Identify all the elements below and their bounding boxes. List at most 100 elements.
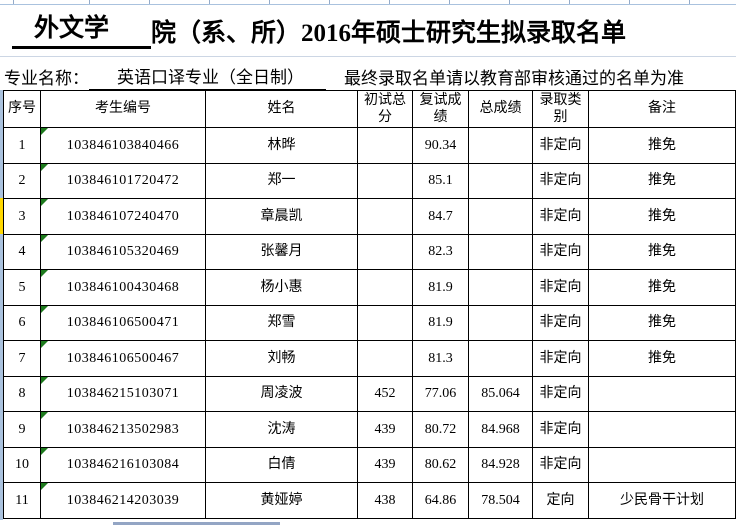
header-initial-score: 初试总分 (357, 90, 413, 128)
document-title: 外文学 院（系、所）2016年硕士研究生拟录取名单 (0, 6, 736, 57)
cell-initial-score (357, 127, 413, 164)
cell-total-score (468, 269, 533, 306)
cell-note: 推免 (588, 233, 736, 270)
cell-retest-score: 90.34 (412, 127, 469, 164)
cell-candidate-no: 103846106500471 (40, 304, 206, 341)
error-indicator-icon (41, 483, 48, 490)
cell-initial-score (357, 233, 413, 270)
cell-seq: 3 (3, 198, 41, 235)
cell-admission-category: 定向 (532, 482, 589, 519)
cell-candidate-no: 103846213502983 (40, 411, 206, 448)
cell-name: 刘畅 (205, 340, 358, 377)
cell-admission-category: 非定向 (532, 198, 589, 235)
table-row: 7 103846106500467 刘畅 81.3 非定向 推免 (3, 340, 736, 377)
cell-name: 郑一 (205, 162, 358, 199)
cell-note: 少民骨干计划 (588, 482, 736, 519)
cell-total-score: 78.504 (468, 482, 533, 519)
table-row: 1 103846103840466 林晔 90.34 非定向 推免 (3, 127, 736, 164)
table-row: 5 103846100430468 杨小惠 81.9 非定向 推免 (3, 269, 736, 306)
header-row: 序号 考生编号 姓名 初试总分 复试成绩 总成绩 录取类别 备注 (3, 90, 736, 128)
cell-note: 推免 (588, 162, 736, 199)
cell-total-score: 85.064 (468, 375, 533, 412)
table-row: 10 103846216103084 白倩 439 80.62 84.928 非… (3, 446, 736, 483)
cell-note: 推免 (588, 127, 736, 164)
sheet-gridline-strip (0, 0, 736, 5)
cell-initial-score: 439 (357, 411, 413, 448)
error-indicator-icon (41, 234, 48, 242)
cell-candidate-no: 103846103840466 (40, 127, 206, 164)
cell-admission-category: 非定向 (532, 411, 589, 448)
cell-total-score (468, 304, 533, 341)
table-row: 11 103846214203039 黄娅婷 438 64.86 78.504 … (3, 482, 736, 519)
error-indicator-icon (41, 199, 48, 206)
cell-initial-score (357, 340, 413, 377)
table-row: 4 103846105320469 张馨月 82.3 非定向 推免 (3, 233, 736, 270)
cell-name: 郑雪 (205, 304, 358, 341)
cell-admission-category: 非定向 (532, 269, 589, 306)
cell-candidate-no: 103846216103084 (40, 446, 206, 483)
table-row: 3 103846107240470 章晨凯 84.7 非定向 推免 (3, 198, 736, 235)
table-row: 9 103846213502983 沈涛 439 80.72 84.968 非定… (3, 411, 736, 448)
cell-seq: 7 (3, 340, 41, 377)
cell-retest-score: 80.72 (412, 411, 469, 448)
cell-note (588, 446, 736, 483)
cell-candidate-no: 103846101720472 (40, 162, 206, 199)
error-indicator-icon (41, 341, 48, 348)
cell-name: 沈涛 (205, 411, 358, 448)
error-indicator-icon (41, 128, 48, 135)
cell-candidate-no: 103846215103071 (40, 375, 206, 412)
header-name: 姓名 (205, 90, 358, 128)
cell-name: 张馨月 (205, 233, 358, 270)
cell-note: 推免 (588, 304, 736, 341)
cell-admission-category: 非定向 (532, 304, 589, 341)
cell-name: 黄娅婷 (205, 482, 358, 519)
cell-initial-score (357, 304, 413, 341)
cell-admission-category: 非定向 (532, 233, 589, 270)
adjacent-column-sliver (0, 90, 3, 520)
header-total-score: 总成绩 (468, 90, 533, 128)
cell-retest-score: 64.86 (412, 482, 469, 519)
cell-retest-score: 81.9 (412, 269, 469, 306)
header-retest-score: 复试成绩 (412, 90, 469, 128)
cell-note: 推免 (588, 269, 736, 306)
cell-initial-score (357, 162, 413, 199)
header-note: 备注 (588, 90, 736, 128)
cell-retest-score: 77.06 (412, 375, 469, 412)
cell-total-score: 84.928 (468, 446, 533, 483)
cell-seq: 8 (3, 375, 41, 412)
cell-name: 杨小惠 (205, 269, 358, 306)
cell-admission-category: 非定向 (532, 162, 589, 199)
title-text: 院（系、所）2016年硕士研究生拟录取名单 (151, 20, 627, 47)
admission-roster-table: 序号 考生编号 姓名 初试总分 复试成绩 总成绩 录取类别 备注 1 10384… (3, 90, 736, 519)
cell-initial-score: 439 (357, 446, 413, 483)
header-seq: 序号 (3, 90, 41, 128)
cell-candidate-no: 103846100430468 (40, 269, 206, 306)
cell-candidate-no: 103846105320469 (40, 233, 206, 270)
cell-candidate-no: 103846107240470 (40, 198, 206, 235)
cell-seq: 1 (3, 127, 41, 164)
cell-seq: 2 (3, 162, 41, 199)
error-indicator-icon (41, 270, 48, 277)
cell-candidate-no: 103846214203039 (40, 482, 206, 519)
cell-initial-score: 452 (357, 375, 413, 412)
cell-name: 林晔 (205, 127, 358, 164)
cell-retest-score: 81.9 (412, 304, 469, 341)
cell-note: 推免 (588, 340, 736, 377)
cell-retest-score: 81.3 (412, 340, 469, 377)
table-row: 8 103846215103071 周凌波 452 77.06 85.064 非… (3, 375, 736, 412)
cell-name: 白倩 (205, 446, 358, 483)
cell-admission-category: 非定向 (532, 340, 589, 377)
cell-seq: 10 (3, 446, 41, 483)
cell-seq: 4 (3, 233, 41, 270)
error-indicator-icon (41, 376, 48, 384)
cell-initial-score (357, 269, 413, 306)
subtitle-row: 专业名称： 英语口译专业（全日制） 最终录取名单请以教育部审核通过的名单为准 (0, 57, 736, 90)
table-row: 2 103846101720472 郑一 85.1 非定向 推免 (3, 162, 736, 199)
cell-initial-score: 438 (357, 482, 413, 519)
cell-retest-score: 85.1 (412, 162, 469, 199)
cell-retest-score: 80.62 (412, 446, 469, 483)
header-admission-category: 录取类别 (532, 90, 589, 128)
cell-seq: 9 (3, 411, 41, 448)
cell-note (588, 375, 736, 412)
